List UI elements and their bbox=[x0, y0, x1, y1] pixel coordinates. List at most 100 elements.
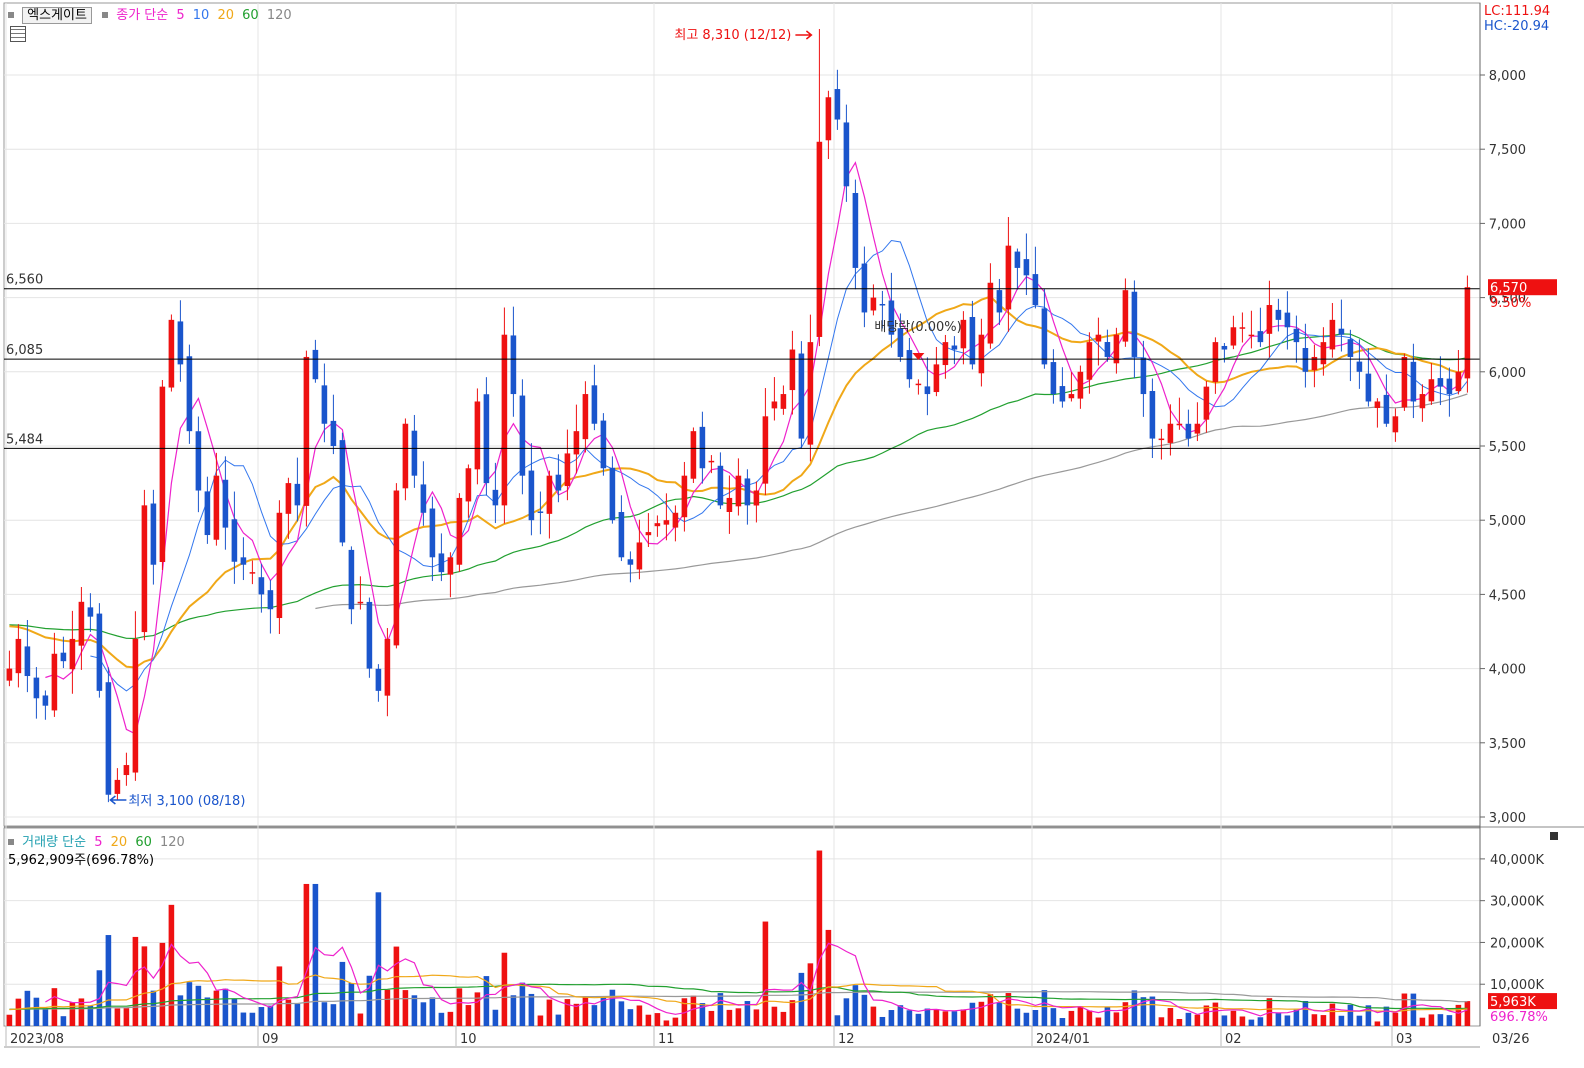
candle-body bbox=[1095, 334, 1102, 342]
volume-tick-label: 40,000K bbox=[1490, 853, 1544, 868]
legend-ma5[interactable]: 5 bbox=[176, 8, 185, 23]
vol-legend-ma60[interactable]: 60 bbox=[135, 835, 152, 850]
candle-body bbox=[312, 349, 319, 380]
volume-bar bbox=[1086, 1010, 1093, 1026]
candle-body bbox=[465, 468, 472, 502]
volume-bar bbox=[852, 985, 859, 1026]
date-tick-label: 2023/08 bbox=[10, 1032, 64, 1047]
candle-body bbox=[339, 440, 346, 543]
volume-bar bbox=[654, 1013, 661, 1026]
volume-bar bbox=[699, 1003, 706, 1026]
candle-body bbox=[60, 652, 67, 662]
vol-ma60-line bbox=[9, 983, 1468, 1010]
table-view-icon[interactable] bbox=[10, 26, 26, 42]
volume-bar bbox=[159, 942, 166, 1026]
volume-bar bbox=[1275, 1013, 1282, 1026]
chart-grid bbox=[3, 2, 1584, 1027]
volume-bar bbox=[69, 1002, 76, 1026]
vol-legend-ma20[interactable]: 20 bbox=[110, 835, 128, 850]
volume-bar bbox=[708, 1010, 715, 1026]
volume-bar bbox=[1230, 1010, 1237, 1026]
candle-body bbox=[96, 613, 103, 691]
candle-body bbox=[285, 483, 292, 514]
date-x-axis: 2023/08 09 10 11 12 2024/01 02 03 03/26 bbox=[4, 1026, 1529, 1048]
candle-body bbox=[645, 532, 652, 536]
price-tick-label: 4,000 bbox=[1489, 663, 1526, 678]
vol-legend-ma5[interactable]: 5 bbox=[94, 835, 103, 850]
candle-body bbox=[168, 319, 175, 388]
volume-bar bbox=[1464, 1001, 1471, 1026]
candle-body bbox=[528, 470, 535, 521]
volume-bar bbox=[1095, 1017, 1102, 1026]
candle-body bbox=[69, 638, 76, 670]
date-tick-label: 11 bbox=[658, 1032, 675, 1047]
volume-bar bbox=[330, 1004, 337, 1026]
candle-body bbox=[42, 695, 49, 706]
candle-body bbox=[636, 542, 643, 570]
price-tick-label: 6,000 bbox=[1489, 366, 1526, 381]
volume-bar bbox=[132, 936, 139, 1026]
candle-body bbox=[1392, 416, 1399, 433]
candle-body bbox=[1401, 356, 1408, 408]
candle-body bbox=[420, 484, 427, 513]
candle-body bbox=[1185, 423, 1192, 439]
volume-y-axis: 40,000K 30,000K 20,000K 10,000K 5,963K696.78… bbox=[1480, 832, 1558, 1025]
candle-body bbox=[258, 577, 265, 595]
candle-body bbox=[294, 483, 301, 506]
candle-body bbox=[708, 460, 715, 463]
volume-bar bbox=[357, 1013, 364, 1026]
low-arrow-icon bbox=[109, 795, 127, 805]
vol-legend-ma120[interactable]: 120 bbox=[160, 835, 185, 850]
high-arrow-icon bbox=[795, 30, 813, 40]
candle-body bbox=[483, 394, 490, 484]
legend-ma10[interactable]: 10 bbox=[192, 8, 210, 23]
vol-ma120-line bbox=[9, 991, 1468, 1010]
candle-body bbox=[996, 290, 1003, 313]
volume-bar bbox=[1068, 1010, 1075, 1026]
candle-body bbox=[573, 431, 580, 455]
candle-body bbox=[1212, 342, 1219, 383]
volume-bar bbox=[690, 995, 697, 1026]
candle-body bbox=[114, 779, 121, 794]
candle-body bbox=[555, 474, 562, 491]
legend-ma120[interactable]: 120 bbox=[266, 8, 292, 23]
volume-bar bbox=[897, 1005, 904, 1026]
volume-bar bbox=[231, 998, 238, 1026]
candle-body bbox=[141, 505, 148, 633]
volume-bar bbox=[834, 1015, 841, 1026]
volume-bar bbox=[537, 1015, 544, 1026]
volume-bar bbox=[429, 997, 436, 1026]
legend-ma20[interactable]: 20 bbox=[217, 8, 235, 23]
volume-bar bbox=[1221, 1015, 1228, 1026]
candle-body bbox=[618, 512, 625, 558]
candle-body bbox=[771, 401, 778, 409]
volume-bar bbox=[501, 952, 508, 1026]
stock-name-button[interactable]: 엑스게이트 bbox=[22, 7, 92, 24]
volume-bar bbox=[51, 988, 58, 1026]
candle-body bbox=[1383, 394, 1390, 424]
volume-bar bbox=[483, 976, 490, 1026]
volume-bar bbox=[168, 904, 175, 1026]
candle-body bbox=[852, 192, 859, 268]
price-tick-label: 7,000 bbox=[1489, 217, 1526, 232]
volume-bar bbox=[1284, 1015, 1291, 1026]
candle-body bbox=[1050, 362, 1057, 395]
candle-body bbox=[564, 453, 571, 487]
price-legend: 엑스게이트 종가 단순 5 10 20 60 120 bbox=[6, 4, 296, 24]
legend-square-icon bbox=[102, 12, 109, 18]
volume-bar bbox=[825, 929, 832, 1026]
candle-body bbox=[204, 491, 211, 536]
volume-bar bbox=[960, 1009, 967, 1026]
volume-bar bbox=[735, 1008, 742, 1026]
candle-body bbox=[1131, 291, 1138, 357]
candle-body bbox=[6, 668, 13, 681]
volume-bar bbox=[771, 1006, 778, 1026]
volume-bar bbox=[78, 998, 85, 1026]
current-volume-label: 5,963K bbox=[1490, 995, 1536, 1010]
candle-body bbox=[861, 263, 868, 313]
candle-body bbox=[123, 765, 130, 776]
candle-body bbox=[195, 431, 202, 491]
legend-ma60[interactable]: 60 bbox=[242, 8, 259, 23]
candle-body bbox=[843, 122, 850, 187]
